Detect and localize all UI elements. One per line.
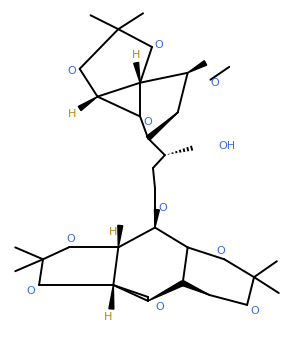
Text: O: O (27, 286, 36, 296)
Text: O: O (66, 235, 75, 245)
Text: O: O (210, 78, 219, 88)
Text: O: O (156, 302, 164, 312)
Text: H: H (109, 226, 117, 237)
Polygon shape (188, 61, 207, 73)
Text: O: O (251, 306, 259, 316)
Text: H: H (104, 312, 113, 322)
Text: H: H (67, 109, 76, 119)
Polygon shape (146, 113, 178, 140)
Text: H: H (132, 50, 140, 60)
Text: O: O (159, 203, 167, 213)
Polygon shape (182, 281, 209, 295)
Text: O: O (216, 246, 225, 256)
Polygon shape (78, 97, 98, 110)
Text: O: O (67, 66, 76, 76)
Polygon shape (154, 210, 160, 227)
Polygon shape (109, 285, 114, 309)
Polygon shape (118, 225, 123, 247)
Text: O: O (154, 40, 163, 50)
Text: OH: OH (218, 141, 235, 151)
Polygon shape (148, 281, 184, 301)
Text: O: O (144, 117, 152, 127)
Polygon shape (134, 62, 140, 83)
